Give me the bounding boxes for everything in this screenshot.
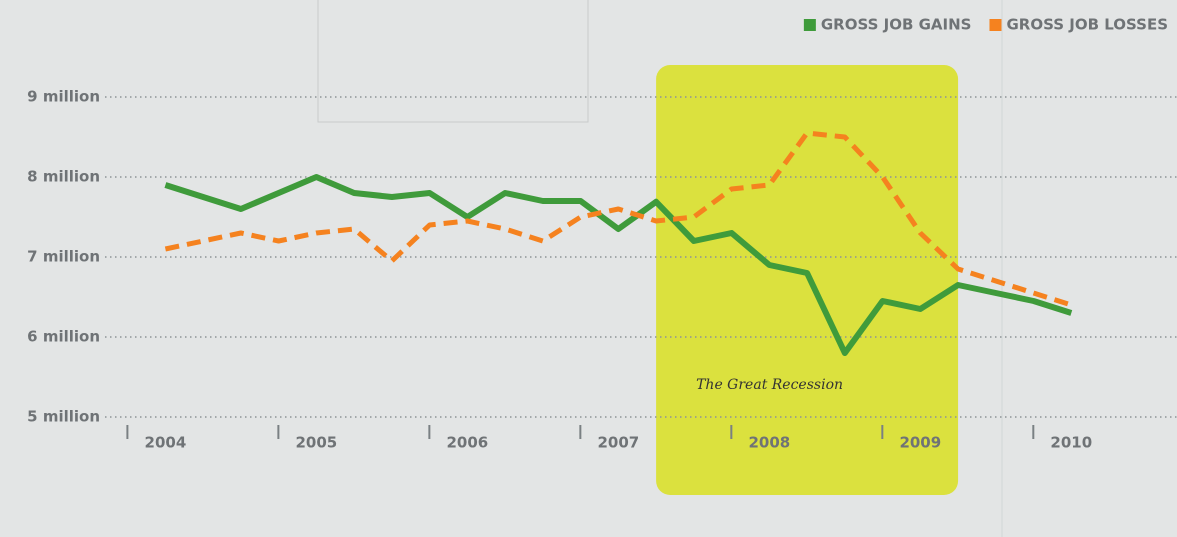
legend-swatch (803, 19, 816, 31)
series-line (164, 130, 1073, 308)
legend: GROSS JOB LOSSES GROSS JOB GAINS (803, 16, 1168, 34)
lines (164, 130, 1073, 356)
x-tick-label: 2005 (296, 434, 338, 452)
x-tick-label: 2007 (597, 434, 639, 452)
grid: 5 million 6 million 7 million 8 million 9 mi… (27, 88, 1177, 452)
series-line (164, 174, 1073, 356)
x-tick-label: 2008 (748, 434, 790, 452)
legend-swatch (989, 19, 1002, 31)
y-tick-label: 7 million (27, 248, 100, 266)
y-tick-label: 6 million (27, 328, 100, 346)
y-tick-label: 5 million (27, 408, 100, 426)
legend-label: GROSS JOB LOSSES (1006, 16, 1168, 34)
annotation: The Great Recession (696, 377, 843, 393)
x-tick-label: 2004 (145, 434, 187, 452)
y-tick-label: 9 million (27, 88, 100, 106)
frame (317, 0, 589, 123)
legend-label: GROSS JOB GAINS (821, 16, 972, 34)
x-tick-label: 2006 (446, 434, 488, 452)
y-tick-label: 8 million (27, 168, 100, 186)
x-tick-label: 2010 (1050, 434, 1092, 452)
x-tick-label: 2009 (899, 434, 941, 452)
